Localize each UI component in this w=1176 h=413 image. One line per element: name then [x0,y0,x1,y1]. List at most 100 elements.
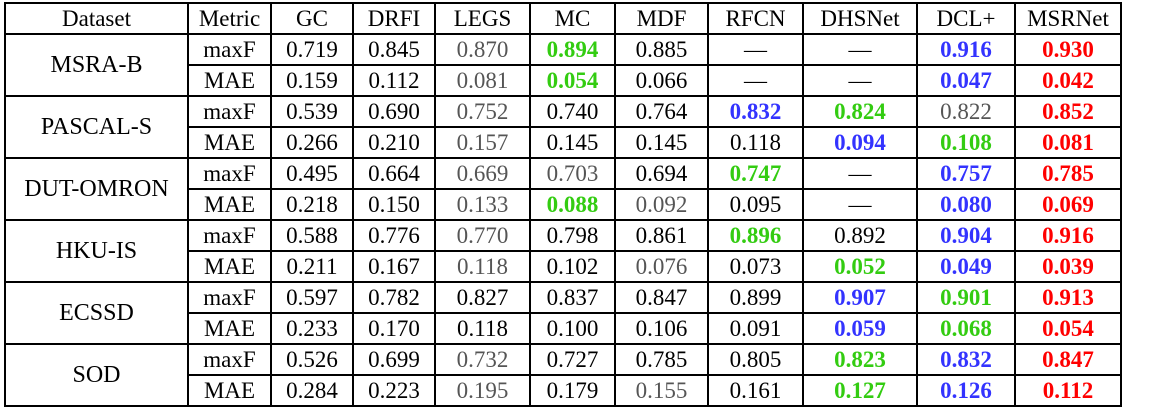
dataset-name-cell: SOD [4,343,189,407]
header-mdf: MDF [614,2,709,35]
table-row: SOD maxF 0.526 0.699 0.732 0.727 0.785 0.805 0.8… [4,343,1122,407]
table-row: MAE 0.218 0.150 0.133 0.088 0.092 0.095—0.080 0… [5,188,1122,221]
header-rfcn: RFCN [707,2,804,35]
value-cell: 0.930 [1014,33,1122,66]
value-cell: 0.211 [270,250,354,283]
value-cell: 0.108 [916,126,1016,159]
value-cell: 0.823 [802,343,918,376]
value-cell: 0.068 [916,312,1016,345]
value-cell: 0.539 [270,95,354,128]
value-cell: 0.161 [707,374,804,407]
header-drfi: DRFI [352,2,436,35]
value-cell: 0.852 [1014,95,1122,128]
value-cell: 0.727 [529,343,616,376]
dataset-name-cell: HKU-IS [4,219,189,283]
value-cell: 0.837 [529,281,616,314]
value-cell: 0.899 [707,281,804,314]
table-row: DUT-OMRON maxF 0.495 0.664 0.669 0.703 0.694 0.… [4,157,1122,221]
value-cell: 0.157 [434,126,531,159]
table-row: MSRA-B maxF 0.719 0.845 0.870 0.894 0.885— —0.9… [4,33,1122,97]
value-cell: 0.822 [916,95,1016,128]
value-cell: 0.218 [270,188,354,221]
value-cell: 0.764 [614,95,709,128]
table-row: HKU-IS maxF 0.588 0.776 0.770 0.798 0.861 0.896… [4,219,1122,283]
value-cell: — [802,188,918,221]
value-cell: 0.669 [434,157,531,190]
value-cell: 0.112 [352,64,436,97]
value-cell: 0.100 [529,312,616,345]
value-cell: 0.081 [434,64,531,97]
value-cell: 0.798 [529,219,616,252]
value-cell: 0.066 [614,64,709,97]
value-cell: 0.047 [916,64,1016,97]
value-cell: 0.059 [802,312,918,345]
value-cell: 0.159 [270,64,354,97]
value-cell: — [802,64,918,97]
value-cell: 0.223 [352,374,436,407]
value-cell: — [707,33,804,66]
value-cell: 0.901 [916,281,1016,314]
value-cell: 0.210 [352,126,436,159]
value-cell: 0.106 [614,312,709,345]
value-cell: 0.039 [1014,250,1122,283]
value-cell: 0.170 [352,312,436,345]
value-cell: 0.073 [707,250,804,283]
header-mc: MC [529,2,616,35]
header-msrnet: MSRNet [1014,2,1122,35]
value-cell: 0.824 [802,95,918,128]
value-cell: 0.145 [614,126,709,159]
value-cell: 0.747 [707,157,804,190]
header-dclplus: DCL+ [916,2,1016,35]
header-metric: Metric [187,2,272,35]
metric-cell: maxF [187,281,272,314]
value-cell: 0.832 [707,95,804,128]
value-cell: 0.095 [707,188,804,221]
value-cell: 0.076 [614,250,709,283]
value-cell: 0.588 [270,219,354,252]
value-cell: 0.145 [529,126,616,159]
table-body: MSRA-B maxF 0.719 0.845 0.870 0.894 0.885— —0.9… [4,33,1122,407]
value-cell: 0.102 [529,250,616,283]
value-cell: 0.732 [434,343,531,376]
value-cell: 0.805 [707,343,804,376]
value-cell: 0.770 [434,219,531,252]
header-legs: LEGS [434,2,531,35]
value-cell: 0.092 [614,188,709,221]
metric-cell: MAE [187,126,272,159]
value-cell: 0.118 [707,126,804,159]
value-cell: 0.776 [352,219,436,252]
value-cell: 0.091 [707,312,804,345]
value-cell: 0.904 [916,219,1016,252]
header-dataset: Dataset [4,2,189,35]
value-cell: 0.740 [529,95,616,128]
value-cell: 0.284 [270,374,354,407]
value-cell: 0.885 [614,33,709,66]
value-cell: 0.042 [1014,64,1122,97]
value-cell: 0.916 [1014,219,1122,252]
value-cell: 0.827 [434,281,531,314]
metric-cell: maxF [187,343,272,376]
value-cell: 0.785 [1014,157,1122,190]
dataset-name-cell: ECSSD [4,281,189,345]
value-cell: 0.133 [434,188,531,221]
value-cell: 0.088 [529,188,616,221]
value-cell: 0.907 [802,281,918,314]
value-cell: 0.757 [916,157,1016,190]
metric-cell: MAE [187,188,272,221]
table-row: MAE 0.211 0.167 0.118 0.102 0.076 0.073 0.052 0.… [5,250,1122,283]
value-cell: 0.785 [614,343,709,376]
value-cell: 0.495 [270,157,354,190]
dataset-name-cell: PASCAL-S [4,95,189,159]
metric-cell: MAE [187,374,272,407]
value-cell: 0.847 [614,281,709,314]
metric-cell: maxF [187,95,272,128]
value-cell: 0.861 [614,219,709,252]
value-cell: 0.832 [916,343,1016,376]
value-cell: 0.719 [270,33,354,66]
value-cell: 0.054 [1014,312,1122,345]
dataset-name-cell: DUT-OMRON [4,157,189,221]
value-cell: 0.150 [352,188,436,221]
metric-cell: maxF [187,219,272,252]
value-cell: 0.118 [434,312,531,345]
value-cell: 0.126 [916,374,1016,407]
